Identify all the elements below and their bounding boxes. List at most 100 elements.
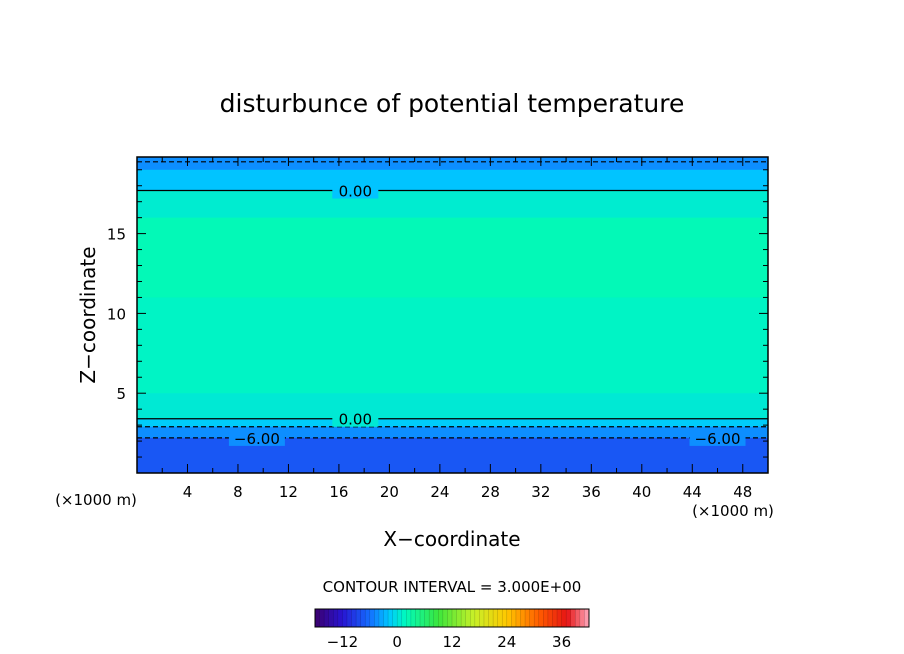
colorbar-cell — [538, 609, 544, 627]
colorbar-cell — [552, 609, 558, 627]
plot-frame — [136, 156, 769, 474]
colorbar-cell — [420, 609, 425, 627]
colorbar-cell — [497, 609, 503, 627]
colorbar-cell — [447, 609, 453, 627]
colorbar — [315, 609, 590, 627]
colorbar-cell — [442, 609, 448, 627]
colorbar-cell — [406, 609, 412, 627]
colorbar-cell — [515, 609, 521, 627]
colorbar-ticks: −12 0 12 24 36 — [327, 633, 572, 651]
z-unit-label: (×1000 m) — [55, 491, 137, 509]
colorbar-cell — [452, 609, 457, 627]
colorbar-cell — [333, 609, 339, 627]
field-band — [137, 393, 768, 420]
colorbar-cell — [579, 609, 585, 627]
colorbar-cell — [356, 609, 362, 627]
colorbar-cell — [470, 609, 476, 627]
x-tick-label: 8 — [233, 483, 243, 501]
x-tick-label: 12 — [279, 483, 298, 501]
field-band — [137, 169, 768, 192]
colorbar-tick-label: 0 — [392, 633, 402, 651]
colorbar-tick-label: 24 — [497, 633, 516, 651]
y-tick-label: 10 — [107, 305, 126, 323]
contour-label: −6.00 — [234, 430, 280, 448]
contour-label-bg — [228, 429, 285, 446]
colorbar-cell — [397, 609, 403, 627]
colorbar-frame — [314, 608, 590, 628]
colorbar-cell — [392, 609, 398, 627]
x-tick-label: 36 — [582, 483, 601, 501]
colorbar-cell — [360, 609, 366, 627]
colorbar-cell — [328, 609, 334, 627]
x-tick-label: 28 — [481, 483, 500, 501]
colorbar-cell — [557, 609, 562, 627]
colorbar-cell — [584, 609, 590, 627]
colorbar-cell — [429, 609, 435, 627]
colorbar-cell — [346, 609, 352, 627]
field-band — [137, 190, 768, 219]
colorbar-cell — [465, 609, 471, 627]
x-tick-label: 20 — [380, 483, 399, 501]
colorbar-cell — [488, 609, 494, 627]
field-band — [137, 418, 768, 428]
colorbar-cell — [525, 609, 531, 627]
y-tick-label: 5 — [116, 385, 126, 403]
x-tick-label: 32 — [531, 483, 550, 501]
contour-interval-label: CONTOUR INTERVAL = 3.000E+00 — [323, 578, 582, 596]
colorbar-cell — [365, 609, 371, 627]
y-axis-label: Z−coordinate — [76, 246, 100, 383]
colorbar-cell — [401, 609, 407, 627]
x-tick-label: 48 — [733, 483, 752, 501]
colorbar-tick-label: −12 — [327, 633, 359, 651]
contour-label: −6.00 — [695, 430, 741, 448]
colorbar-cell — [388, 609, 394, 627]
x-tick-label: 40 — [632, 483, 651, 501]
colorbar-cell — [337, 609, 343, 627]
colorbar-cell — [529, 609, 535, 627]
colorbar-cell — [315, 609, 320, 627]
field-band — [137, 217, 768, 298]
colorbar-cell — [511, 609, 517, 627]
colorbar-tick-label: 12 — [442, 633, 461, 651]
colorbar-cell — [570, 609, 576, 627]
contour-label-bg — [332, 410, 379, 427]
colorbar-cell — [543, 609, 549, 627]
colorbar-cell — [410, 609, 416, 627]
colorbar-cell — [566, 609, 572, 627]
colorbar-cell — [319, 609, 325, 627]
colorbar-cell — [506, 609, 512, 627]
colorbar-cell — [461, 609, 467, 627]
x-unit-label: (×1000 m) — [692, 502, 774, 520]
y-axis: 5 10 15 — [107, 169, 768, 458]
colorbar-cell — [374, 609, 380, 627]
colorbar-cell — [534, 609, 540, 627]
colorbar-cell — [378, 609, 384, 627]
x-axis: 4 8 12 16 20 24 28 32 36 40 44 48 — [161, 157, 752, 501]
colorbar-cell — [483, 609, 489, 627]
field-band — [137, 426, 768, 439]
colorbar-cell — [351, 609, 357, 627]
colorbar-cell — [456, 609, 462, 627]
contour-label: 0.00 — [339, 411, 372, 429]
colorbar-cell — [383, 609, 389, 627]
colorbar-cell — [561, 609, 567, 627]
colorbar-cell — [474, 609, 480, 627]
contour-label-bg — [689, 429, 746, 446]
colorbar-cell — [502, 609, 508, 627]
chart-title: disturbunce of potential temperature — [220, 89, 685, 118]
colorbar-cell — [520, 609, 526, 627]
contour-labels: 0.00 0.00 −6.00 −6.00 — [228, 182, 746, 448]
x-axis-label: X−coordinate — [383, 527, 520, 551]
x-tick-label: 24 — [430, 483, 449, 501]
colorbar-cell — [415, 609, 421, 627]
x-tick-label: 44 — [683, 483, 702, 501]
colorbar-cell — [438, 609, 444, 627]
colorbar-cell — [424, 609, 430, 627]
colorbar-cell — [479, 609, 485, 627]
colorbar-cell — [547, 609, 553, 627]
colorbar-cell — [342, 609, 348, 627]
y-tick-label: 15 — [107, 226, 126, 244]
colorbar-cell — [369, 609, 375, 627]
x-tick-label: 4 — [183, 483, 193, 501]
colorbar-cell — [493, 609, 499, 627]
